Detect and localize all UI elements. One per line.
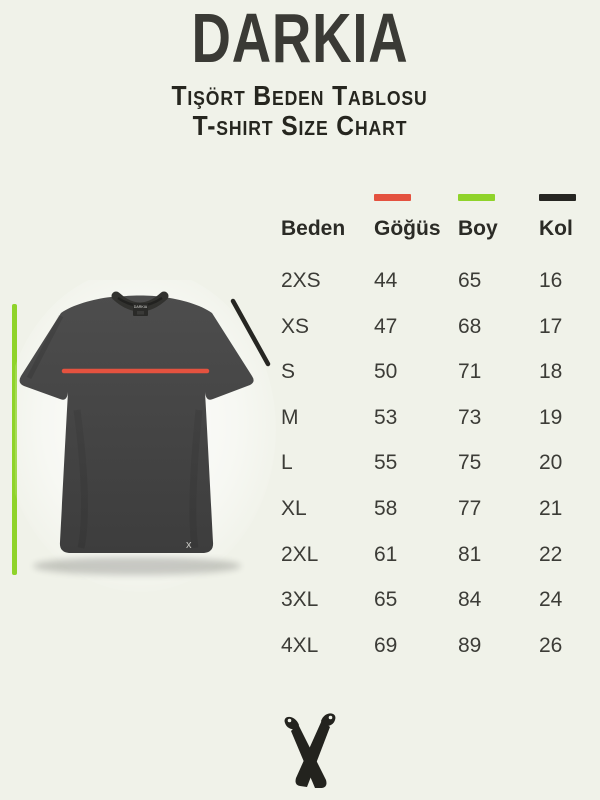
sleeve-cell: 18	[539, 360, 563, 384]
table-row: 4XL 69 89 26	[281, 633, 591, 679]
sleeve-cell: 26	[539, 633, 563, 657]
footer-logo	[277, 710, 339, 790]
length-cell: 77	[458, 496, 482, 520]
chest-cell: 50	[374, 360, 398, 384]
table-row: S 50 71 18	[281, 359, 591, 405]
size-table: Beden Göğüs Boy Kol 2XS 44 65 16 XS 47 6…	[281, 193, 591, 678]
table-row: 2XS 44 65 16	[281, 268, 591, 314]
length-cell: 65	[458, 269, 482, 292]
logo-left-eye	[287, 718, 292, 723]
sleeve-cell: 22	[539, 542, 563, 566]
table-header-row: Beden Göğüs Boy Kol	[281, 216, 591, 242]
column-header-chest: Göğüs	[374, 217, 441, 240]
table-row: 3XL 65 84 24	[281, 587, 591, 633]
x-logo-icon	[284, 713, 336, 788]
chest-cell: 55	[374, 451, 398, 475]
length-cell: 75	[458, 451, 482, 475]
chest-cell: 69	[374, 633, 398, 657]
column-header-length: Boy	[458, 217, 498, 240]
length-cell: 73	[458, 405, 482, 429]
size-cell: M	[281, 405, 299, 429]
table-row: L 55 75 20	[281, 450, 591, 496]
table-row: XS 47 68 17	[281, 314, 591, 360]
fold-shading-left	[73, 409, 88, 549]
length-cell: 84	[458, 588, 482, 612]
column-header-sleeve: Kol	[539, 217, 573, 240]
sleeve-cell: 17	[539, 314, 563, 338]
subtitle-english-text: T-shirt Size Chart	[192, 110, 408, 141]
length-cell: 81	[458, 542, 482, 566]
sleeve-cell: 16	[539, 269, 563, 292]
subtitle-turkish: Tişört Beden Tablosu	[0, 82, 600, 110]
length-cell: 89	[458, 633, 482, 657]
tshirt-body	[19, 295, 254, 553]
column-header-size: Beden	[281, 217, 346, 240]
subtitle-turkish-text: Tişört Beden Tablosu	[171, 80, 429, 111]
fold-shading-right	[189, 409, 203, 549]
chest-cell: 65	[374, 588, 398, 612]
size-cell: XS	[281, 314, 310, 338]
length-legend-bar	[458, 194, 495, 201]
logo-right-eye	[328, 715, 333, 720]
table-row: XL 58 77 21	[281, 496, 591, 542]
tshirt-illustration: DARKIA x	[4, 268, 276, 592]
size-cell: 2XL	[281, 542, 319, 566]
chest-cell: 44	[374, 269, 398, 292]
chest-cell: 47	[374, 314, 398, 338]
chest-cell: 61	[374, 542, 398, 566]
length-cell: 71	[458, 360, 482, 384]
chest-cell: 58	[374, 496, 398, 520]
chest-cell: 53	[374, 405, 398, 429]
length-cell: 68	[458, 314, 482, 338]
sleeve-cell: 21	[539, 496, 563, 520]
legend-bars-row	[281, 193, 591, 201]
table-row: M 53 73 19	[281, 405, 591, 451]
hem-brand-mark: x	[186, 539, 192, 551]
size-cell: XL	[281, 496, 307, 520]
size-cell: S	[281, 360, 296, 384]
tshirt-photo: DARKIA x	[4, 268, 285, 600]
shirt-shadow	[33, 557, 241, 575]
sleeve-cell: 24	[539, 588, 563, 612]
sleeve-cell: 19	[539, 405, 563, 429]
sleeve-cell: 20	[539, 451, 563, 475]
brand-title: DARKIA	[191, 0, 409, 77]
subtitle-english: T-shirt Size Chart	[0, 112, 600, 140]
sleeve-measure-line	[230, 298, 271, 367]
size-cell: 2XS	[281, 269, 321, 292]
sleeve-shading-left	[26, 314, 64, 380]
neck-label	[133, 303, 148, 316]
neck-size-tag	[137, 311, 144, 315]
table-row: 2XL 61 81 22	[281, 542, 591, 588]
size-cell: L	[281, 451, 293, 475]
size-cell: 3XL	[281, 588, 319, 612]
sleeve-legend-bar	[539, 194, 576, 201]
neck-label-text: DARKIA	[134, 305, 148, 309]
chest-legend-bar	[374, 194, 411, 201]
size-cell: 4XL	[281, 633, 319, 657]
table-body: 2XS 44 65 16 XS 47 68 17 S 50 71 18	[281, 268, 591, 678]
